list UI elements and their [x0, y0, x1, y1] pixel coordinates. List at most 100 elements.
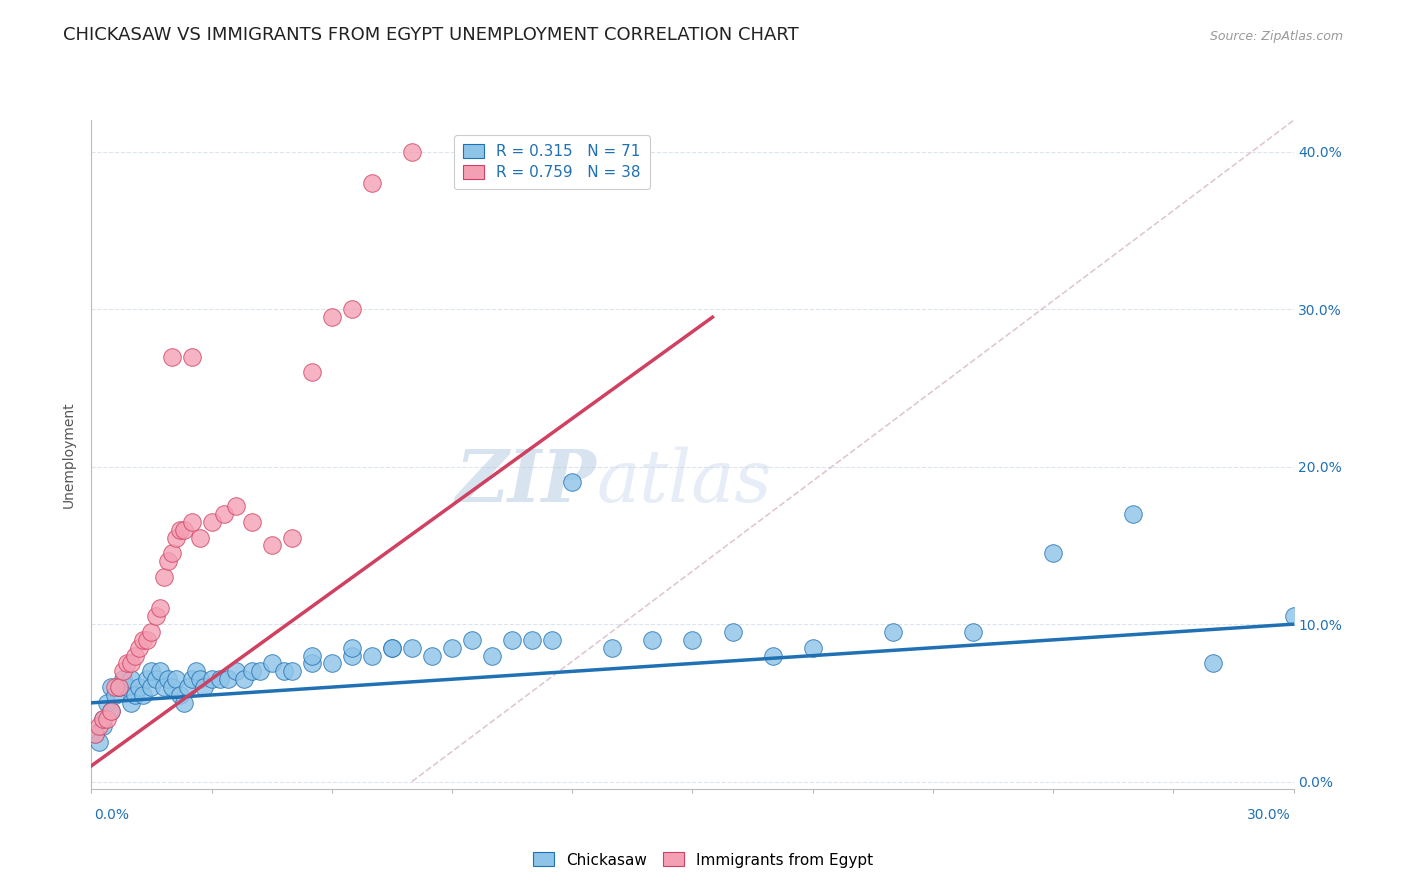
Point — [208, 672, 231, 686]
Point — [128, 640, 150, 655]
Point — [1122, 507, 1144, 521]
Point — [340, 302, 363, 317]
Point — [721, 625, 744, 640]
Point — [240, 515, 263, 529]
Legend: R = 0.315   N = 71, R = 0.759   N = 38: R = 0.315 N = 71, R = 0.759 N = 38 — [454, 135, 650, 189]
Point — [225, 499, 247, 513]
Point — [481, 648, 503, 663]
Point — [124, 688, 146, 702]
Point — [160, 680, 183, 694]
Point — [160, 546, 183, 560]
Point — [561, 475, 583, 490]
Point — [124, 648, 146, 663]
Point — [145, 609, 167, 624]
Point — [301, 365, 323, 379]
Point — [152, 680, 174, 694]
Point — [100, 704, 122, 718]
Point — [180, 672, 202, 686]
Point — [156, 554, 179, 568]
Point — [681, 632, 703, 647]
Point — [240, 665, 263, 679]
Point — [128, 680, 150, 694]
Point — [169, 523, 191, 537]
Point — [132, 632, 155, 647]
Text: atlas: atlas — [596, 446, 772, 517]
Point — [321, 310, 343, 325]
Point — [89, 735, 111, 749]
Point — [201, 515, 224, 529]
Point — [108, 680, 131, 694]
Point — [440, 640, 463, 655]
Point — [104, 688, 127, 702]
Point — [160, 350, 183, 364]
Point — [148, 665, 170, 679]
Point — [360, 648, 382, 663]
Point — [461, 632, 484, 647]
Point — [381, 640, 404, 655]
Legend: Chickasaw, Immigrants from Egypt: Chickasaw, Immigrants from Egypt — [527, 847, 879, 873]
Point — [152, 570, 174, 584]
Point — [84, 727, 107, 741]
Point — [188, 672, 211, 686]
Point — [156, 672, 179, 686]
Point — [132, 688, 155, 702]
Point — [541, 632, 564, 647]
Point — [501, 632, 523, 647]
Point — [136, 632, 159, 647]
Text: 30.0%: 30.0% — [1247, 808, 1291, 822]
Point — [112, 665, 135, 679]
Point — [522, 632, 544, 647]
Point — [96, 712, 118, 726]
Point — [96, 696, 118, 710]
Point — [93, 712, 115, 726]
Y-axis label: Unemployment: Unemployment — [62, 401, 76, 508]
Point — [173, 523, 195, 537]
Point — [340, 640, 363, 655]
Point — [273, 665, 295, 679]
Point — [212, 507, 235, 521]
Point — [148, 601, 170, 615]
Point — [145, 672, 167, 686]
Point — [108, 680, 131, 694]
Point — [232, 672, 254, 686]
Point — [117, 680, 139, 694]
Point — [321, 657, 343, 671]
Point — [225, 665, 247, 679]
Point — [193, 680, 215, 694]
Point — [882, 625, 904, 640]
Point — [165, 531, 187, 545]
Point — [112, 672, 135, 686]
Point — [420, 648, 443, 663]
Point — [141, 680, 163, 694]
Point — [176, 680, 198, 694]
Point — [93, 719, 115, 733]
Text: CHICKASAW VS IMMIGRANTS FROM EGYPT UNEMPLOYMENT CORRELATION CHART: CHICKASAW VS IMMIGRANTS FROM EGYPT UNEMP… — [63, 26, 799, 44]
Point — [141, 625, 163, 640]
Point — [1282, 609, 1305, 624]
Point — [962, 625, 984, 640]
Point — [340, 648, 363, 663]
Point — [180, 350, 202, 364]
Point — [169, 688, 191, 702]
Point — [104, 680, 127, 694]
Point — [249, 665, 271, 679]
Point — [401, 145, 423, 159]
Point — [381, 640, 404, 655]
Point — [602, 640, 624, 655]
Point — [281, 665, 304, 679]
Point — [301, 657, 323, 671]
Text: 0.0%: 0.0% — [94, 808, 129, 822]
Point — [141, 665, 163, 679]
Point — [117, 657, 139, 671]
Point — [401, 640, 423, 655]
Point — [360, 177, 382, 191]
Point — [1202, 657, 1225, 671]
Point — [93, 712, 115, 726]
Point — [801, 640, 824, 655]
Point — [121, 672, 143, 686]
Point — [121, 657, 143, 671]
Point — [136, 672, 159, 686]
Point — [641, 632, 664, 647]
Point — [260, 538, 283, 552]
Point — [121, 696, 143, 710]
